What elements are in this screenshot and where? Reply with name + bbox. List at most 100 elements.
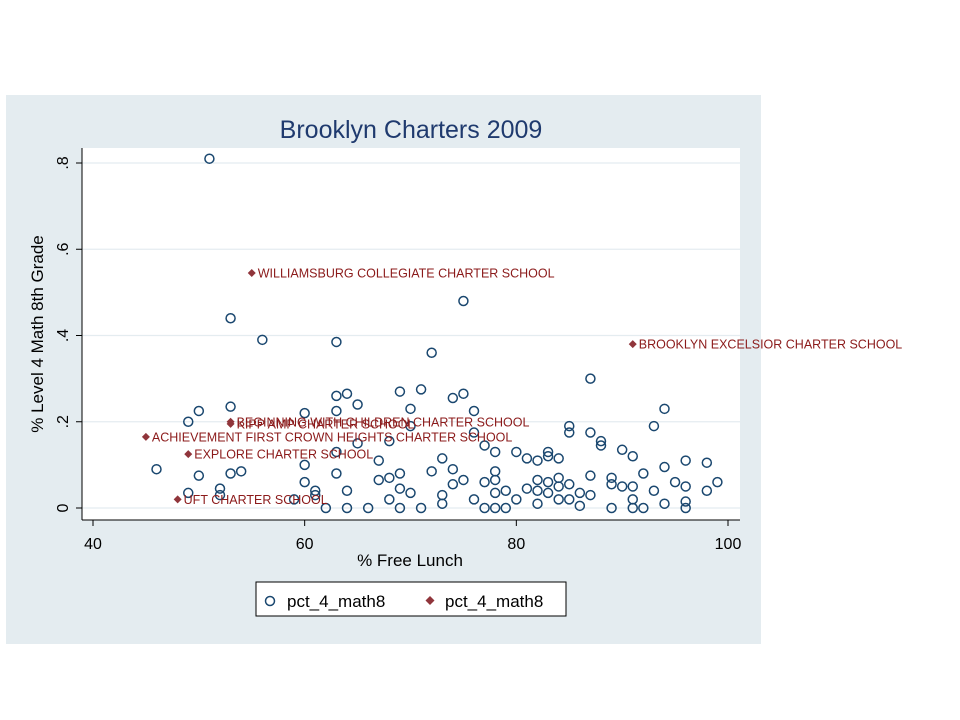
scatter-point (564, 420, 575, 432)
scatter-point (415, 502, 427, 514)
scatter-point (564, 494, 575, 505)
scatter-point (331, 336, 342, 348)
legend-label-series-1: pct_4_math8 (287, 592, 385, 611)
scatter-point (648, 420, 660, 432)
scatter-point (542, 476, 554, 488)
school-label: KIPP AMP CHARTER SCHOOL (237, 417, 415, 431)
scatter-point (225, 313, 236, 324)
legend-diamond-marker (425, 596, 435, 605)
scatter-point (606, 472, 617, 484)
y-tick-label: 0 (55, 503, 72, 512)
scatter-point (151, 463, 162, 475)
y-tick-label: .8 (55, 156, 72, 169)
scatter-point (532, 498, 543, 509)
scatter-point (341, 388, 353, 399)
scatter-point (521, 483, 533, 494)
y-tick-label: .2 (55, 415, 72, 428)
scatter-point (511, 494, 522, 505)
scatter-point (627, 481, 638, 492)
scatter-point (225, 401, 236, 412)
scatter-point (183, 487, 194, 499)
scatter-point (331, 468, 342, 479)
scatter-point (648, 485, 660, 496)
scatter-point (542, 487, 554, 499)
scatter-point (680, 496, 691, 507)
scatter-point (479, 476, 490, 488)
scatter-point (193, 470, 205, 481)
scatter-point (352, 399, 363, 410)
scatter-point (585, 489, 596, 501)
scatter-point (680, 455, 691, 466)
scatter-point (426, 347, 437, 358)
school-label: BEGINNING WITH CHILDREN CHARTER SCHOOL (237, 415, 530, 429)
school-label: UFT CHARTER SCHOOL (184, 493, 328, 507)
scatter-point (204, 153, 215, 164)
scatter-point (489, 474, 501, 486)
scatter-point (511, 446, 522, 458)
scatter-point (373, 474, 384, 486)
scatter-point (437, 489, 448, 501)
scatter-point (214, 489, 226, 501)
scatter-point (659, 403, 670, 415)
school-label: ACHIEVEMENT FIRST CROWN HEIGHTS CHARTER … (152, 430, 513, 444)
scatter-point (384, 494, 395, 505)
scatter-point (479, 502, 490, 514)
scatter-point (299, 476, 310, 488)
scatter-point (680, 502, 691, 514)
scatter-point (362, 502, 374, 514)
scatter-point (564, 427, 575, 438)
scatter-point (585, 470, 596, 481)
scatter-point (225, 468, 236, 479)
school-label: BROOKLYN EXCELSIOR CHARTER SCHOOL (639, 338, 903, 352)
scatter-point (299, 407, 310, 419)
scatter-point (235, 466, 247, 477)
y-tick-label: .6 (55, 242, 72, 255)
scatter-point (458, 295, 469, 307)
labeled-school-point (247, 268, 256, 277)
scatter-point (394, 502, 406, 514)
scatter-point (489, 502, 501, 514)
scatter-point (447, 392, 459, 404)
scatter-point (595, 440, 607, 451)
scatter-point (426, 466, 437, 477)
scatter-point (627, 494, 638, 505)
scatter-point (574, 487, 586, 499)
scatter-point (489, 487, 501, 499)
scatter-point (394, 468, 406, 479)
scatter-point (384, 435, 395, 447)
scatter-point (532, 474, 543, 486)
scatter-point (595, 435, 607, 447)
x-tick-label: 100 (715, 536, 742, 553)
scatter-point (384, 472, 395, 484)
scatter-point (701, 485, 713, 496)
scatter-point (331, 405, 342, 417)
scatter-point (447, 463, 459, 475)
scatter-point (553, 472, 564, 484)
school-label: WILLIAMSBURG COLLEGIATE CHARTER SCHOOL (258, 266, 555, 280)
scatter-point (193, 405, 205, 417)
scatter-point (564, 479, 575, 490)
axes (81, 148, 740, 521)
scatter-point (437, 498, 448, 509)
scatter-point (320, 502, 332, 514)
scatter-point (458, 388, 469, 399)
scatter-point (489, 466, 501, 477)
scatter-point (638, 468, 649, 479)
plot-region (82, 148, 740, 520)
x-axis-title: % Free Lunch (357, 551, 463, 570)
scatter-point (331, 390, 342, 402)
point-labels: WILLIAMSBURG COLLEGIATE CHARTER SCHOOL BR… (152, 266, 902, 506)
scatter-point (437, 453, 448, 464)
scatter-point (405, 403, 416, 415)
scatter-point (405, 420, 416, 432)
labeled-school-point (141, 432, 150, 441)
labeled-school-point (628, 340, 637, 349)
scatter-point (447, 479, 459, 490)
scatter-point (310, 485, 321, 496)
scatter-point (616, 481, 628, 492)
legend: pct_4_math8 pct_4_math8 (255, 581, 567, 617)
scatter-point (468, 494, 480, 505)
scatter-point (479, 440, 490, 451)
scatter-point (669, 476, 681, 488)
